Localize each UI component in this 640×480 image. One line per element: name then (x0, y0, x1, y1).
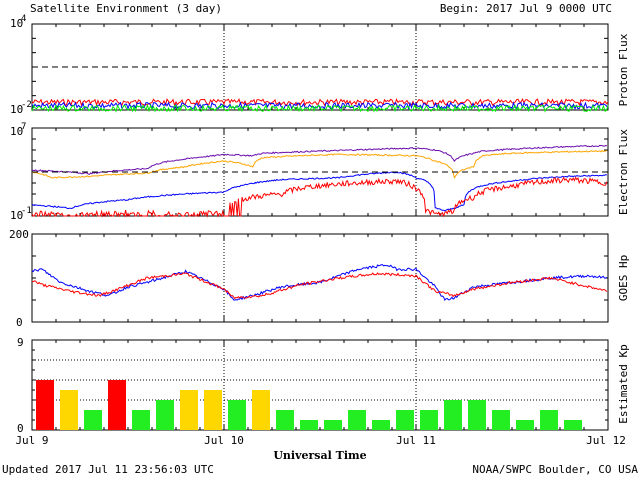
panel-frame (31, 233, 609, 323)
electron-y-tick-bottom: 10 -1 (10, 206, 32, 222)
updated-time: Updated 2017 Jul 11 23:56:03 UTC (2, 463, 214, 476)
electron-flux-label: Electron Flux (617, 129, 630, 215)
estimated-kp-label: Estimated Kp (617, 344, 630, 423)
proton-series-blue (31, 101, 609, 111)
hp-tick-bottom: 0 (16, 316, 23, 329)
kp-bar (300, 420, 318, 430)
credit: NOAA/SWPC Boulder, CO USA (472, 463, 638, 476)
proton-flux-label: Proton Flux (617, 33, 630, 106)
proton-tick-exp: -2 (21, 100, 32, 110)
x-tick-jul11: Jul 11 (396, 434, 436, 447)
kp-bar (348, 410, 366, 430)
x-tick-jul12: Jul 12 (586, 434, 626, 447)
kp-bar (372, 420, 390, 430)
proton-series-green (31, 103, 609, 113)
kp-tick-top: 9 (17, 336, 24, 349)
kp-bar (252, 390, 270, 430)
kp-bar (204, 390, 222, 430)
goes-hp-label: GOES Hp (617, 255, 630, 301)
kp-bar (444, 400, 462, 430)
kp-bar (228, 400, 246, 430)
electron-tick-base: 10 (10, 209, 23, 222)
kp-bar (276, 410, 294, 430)
electron-series-blue (31, 171, 607, 212)
kp-bar (492, 410, 510, 430)
electron-tick-exp: 7 (21, 122, 26, 132)
electron-series-orange (31, 149, 608, 180)
kp-tick-bottom: 0 (17, 422, 24, 435)
kp-bar (108, 380, 126, 430)
panel-frame (31, 127, 609, 217)
proton-tick-base: 10 (10, 17, 23, 30)
kp-bar (324, 420, 342, 430)
x-tick-jul9: Jul 9 (15, 434, 48, 447)
proton-tick-base: 10 (10, 103, 23, 116)
hp-series-blue (31, 264, 608, 302)
x-tick-jul10: Jul 10 (204, 434, 244, 447)
kp-bar (84, 410, 102, 430)
electron-series-purple (31, 144, 608, 175)
electron-y-tick-top: 10 7 (10, 122, 26, 138)
kp-bar (468, 400, 486, 430)
kp-bar (540, 410, 558, 430)
kp-bar (60, 390, 78, 430)
kp-bar (516, 420, 534, 430)
begin-time: Begin: 2017 Jul 9 0000 UTC (440, 2, 612, 15)
kp-bar (564, 420, 582, 430)
proton-series-red (31, 98, 609, 107)
proton-y-tick-top: 10 4 (10, 14, 26, 30)
proton-y-tick-bottom: 10 -2 (10, 100, 32, 116)
kp-bar (396, 410, 414, 430)
chart-title: Satellite Environment (3 day) (30, 2, 222, 15)
kp-bar (420, 410, 438, 430)
x-axis-label: Universal Time (273, 449, 366, 462)
kp-bar (36, 380, 54, 430)
kp-bar (156, 400, 174, 430)
hp-tick-top: 200 (9, 228, 29, 241)
panel-frame (31, 23, 609, 111)
hp-series-red (31, 272, 608, 300)
proton-tick-exp: 4 (21, 14, 26, 24)
kp-bar (180, 390, 198, 430)
electron-series-red (31, 176, 608, 218)
electron-tick-exp: -1 (21, 206, 32, 216)
kp-bar (132, 410, 150, 430)
electron-tick-base: 10 (10, 125, 23, 138)
